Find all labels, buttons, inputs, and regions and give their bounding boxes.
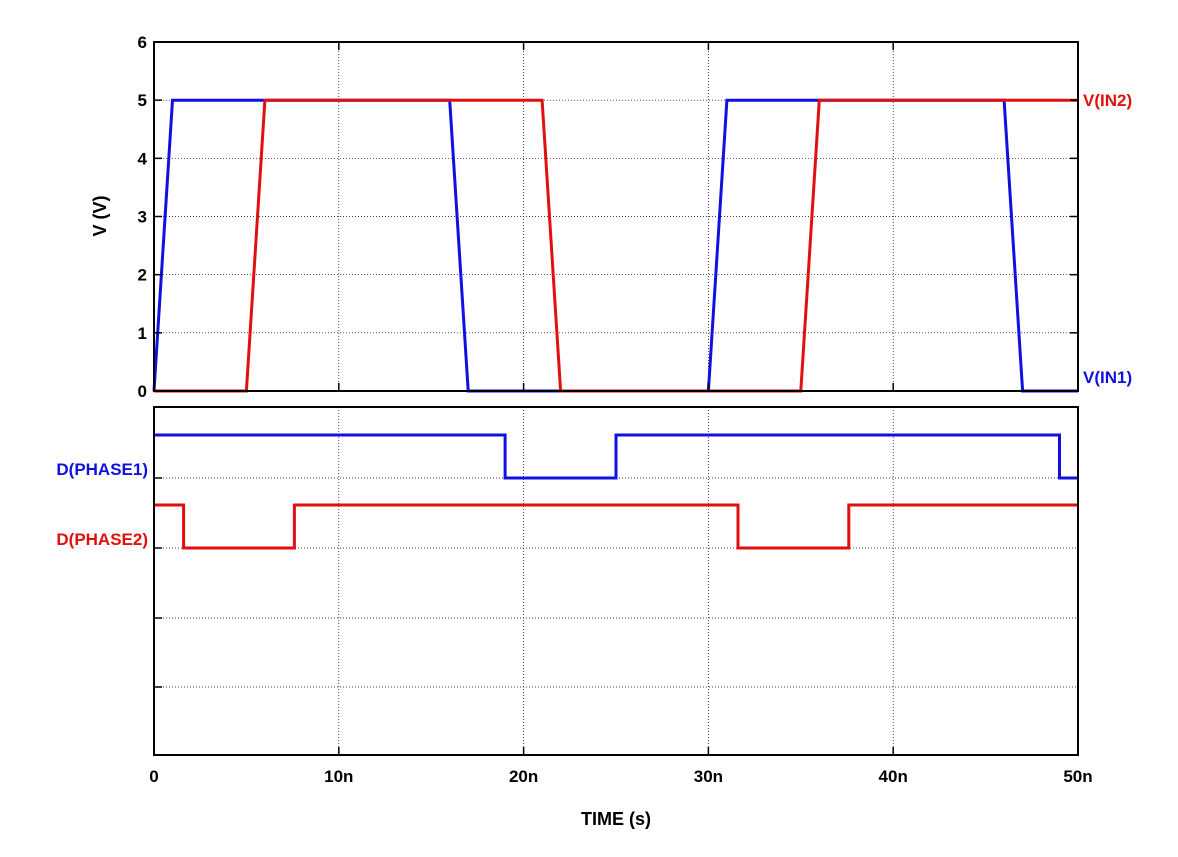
y-tick-label: 0: [138, 382, 147, 401]
y-tick-label: 4: [138, 149, 148, 168]
trace-v-in1-: [152, 98, 1078, 393]
y-tick-label: 3: [138, 208, 147, 227]
traces: [152, 98, 1078, 550]
x-tick-label: 50n: [1063, 767, 1092, 786]
digital-panel-frame: [153, 406, 1079, 756]
series-label-v-in1-: V(IN1): [1083, 368, 1132, 387]
y-tick-label: 2: [138, 266, 147, 285]
x-axis-title: TIME (s): [581, 809, 651, 829]
series-label-d-phase2-: D(PHASE2): [56, 530, 148, 549]
y-tick-label: 1: [138, 324, 147, 343]
x-tick-label: 10n: [324, 767, 353, 786]
x-tick-label: 40n: [879, 767, 908, 786]
x-tick-label: 0: [149, 767, 158, 786]
y-tick-label: 6: [138, 33, 147, 52]
tick-marks: [153, 41, 1079, 755]
x-tick-label: 20n: [509, 767, 538, 786]
series-label-v-in2-: V(IN2): [1083, 91, 1132, 110]
x-tick-label: 30n: [694, 767, 723, 786]
y-tick-label: 5: [138, 91, 147, 110]
trace-d-phase2-: [154, 503, 1078, 550]
y-axis-title: V (V): [90, 195, 110, 236]
grid-lines: [154, 42, 1078, 755]
labels: V (V) TIME (s) 0 10n 20n 30n 40n 50n 0 1 2 3 4 5 6 V(…: [56, 33, 1132, 829]
series-label-d-phase1-: D(PHASE1): [56, 460, 148, 479]
trace-v-in2-: [154, 98, 1078, 393]
plot-frames: [153, 41, 1079, 756]
trace-d-phase1-: [154, 433, 1078, 480]
